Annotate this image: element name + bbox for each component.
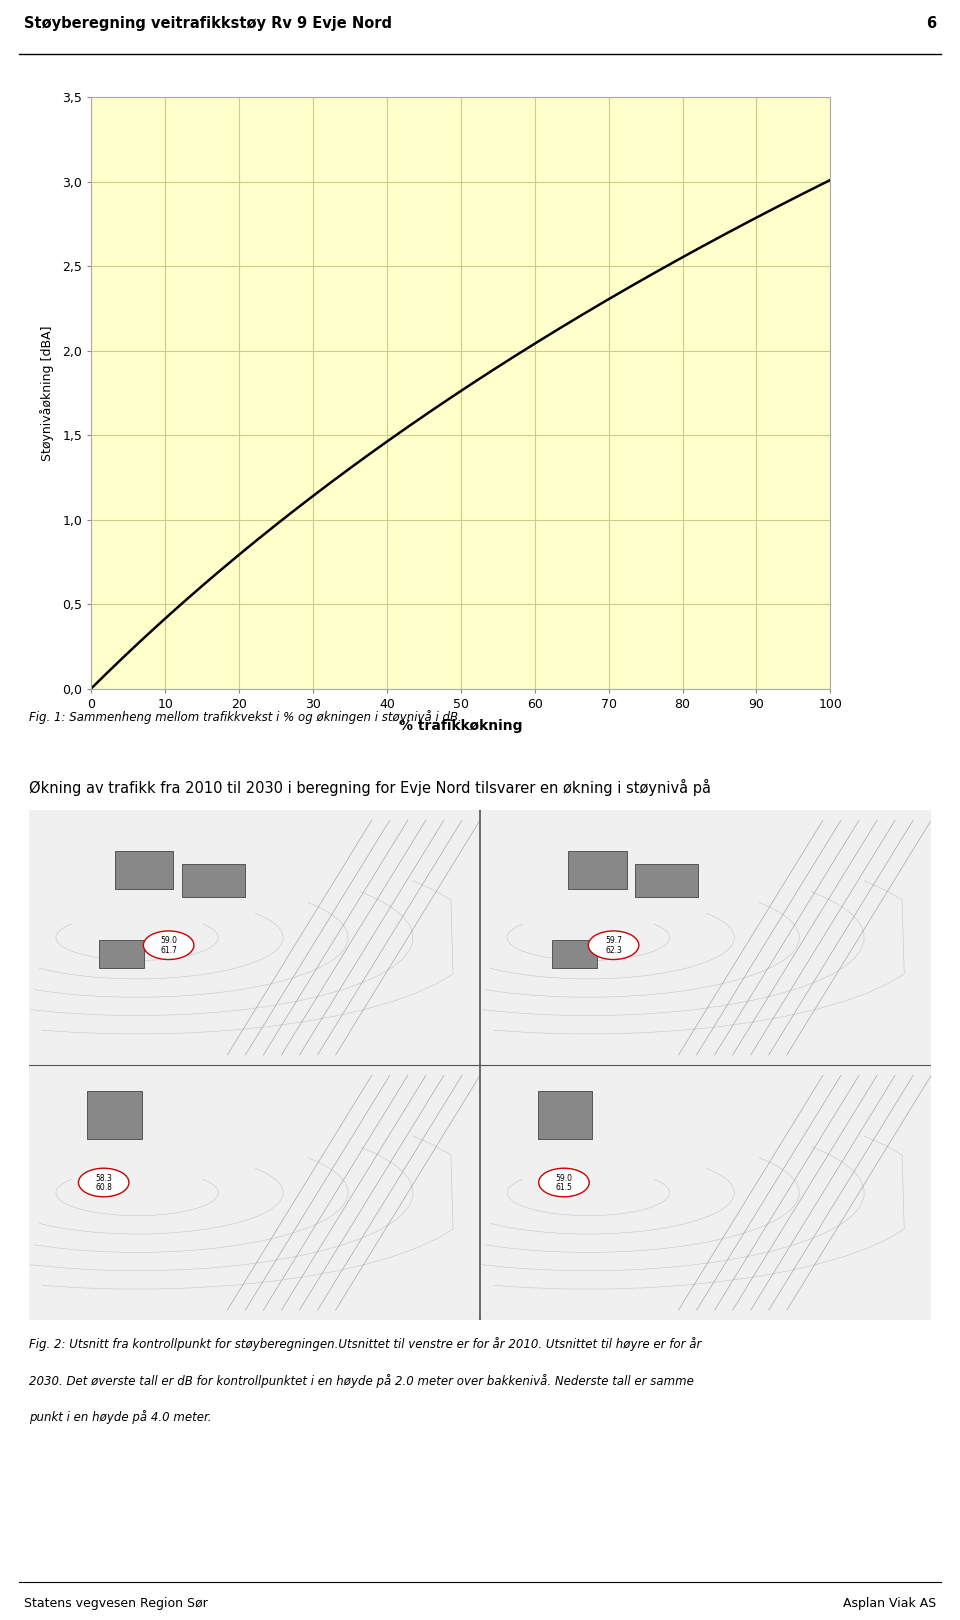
Bar (99, 940, 144, 969)
X-axis label: % trafikkøkning: % trafikkøkning (399, 719, 522, 732)
Circle shape (539, 1168, 589, 1197)
Text: 62.3: 62.3 (605, 946, 622, 954)
Text: Fig. 1: Sammenheng mellom trafikkvekst i % og økningen i støynivå i dB.: Fig. 1: Sammenheng mellom trafikkvekst i… (29, 710, 462, 724)
Text: Fig. 2: Utsnitt fra kontrollpunkt for støyberegningen.Utsnittet til venstre er f: Fig. 2: Utsnitt fra kontrollpunkt for st… (29, 1338, 701, 1351)
Text: 6: 6 (925, 16, 936, 31)
Bar (87, 1090, 142, 1139)
Circle shape (143, 931, 194, 959)
Bar (636, 863, 698, 897)
Text: 59.7: 59.7 (605, 936, 622, 946)
Bar (538, 1090, 592, 1139)
Circle shape (588, 931, 638, 959)
Text: Støyberegning veitrafikkstøy Rv 9 Evje Nord: Støyberegning veitrafikkstøy Rv 9 Evje N… (24, 16, 392, 31)
Text: 2030. Det øverste tall er dB for kontrollpunktet i en høyde på 2.0 meter over ba: 2030. Det øverste tall er dB for kontrol… (29, 1374, 694, 1388)
Bar (568, 850, 627, 889)
Text: 61.5: 61.5 (556, 1183, 572, 1192)
Text: 59.0: 59.0 (556, 1174, 572, 1183)
Text: Statens vegvesen Region Sør: Statens vegvesen Region Sør (24, 1597, 207, 1610)
Text: 60.8: 60.8 (95, 1183, 112, 1192)
Circle shape (79, 1168, 129, 1197)
Text: 59.0: 59.0 (160, 936, 178, 946)
Y-axis label: Støynivåøkning [dBA]: Støynivåøkning [dBA] (40, 326, 54, 460)
Text: ca. 0,8 dB, som leses av ved ca. 22% trafikkøkning. Dette stemmer også med uttak: ca. 0,8 dB, som leses av ved ca. 22% tra… (29, 831, 666, 849)
Text: beregnet dB i tilfeldige kontrollpunkt for dette prosjektet, selv om beregnede v: beregnet dB i tilfeldige kontrollpunkt f… (29, 886, 696, 901)
Text: punkt i en høyde på 4.0 meter.: punkt i en høyde på 4.0 meter. (29, 1409, 211, 1424)
Text: 61.7: 61.7 (160, 946, 177, 954)
Bar (182, 863, 246, 897)
Bar (552, 940, 597, 969)
Bar (114, 850, 173, 889)
Text: 58.3: 58.3 (95, 1174, 112, 1183)
Bar (481, 810, 931, 1320)
Text: lavere her enn den generelle grafiske fremstillingen.: lavere her enn den generelle grafiske fr… (29, 938, 415, 953)
Text: Økning av trafikk fra 2010 til 2030 i beregning for Evje Nord tilsvarer en øknin: Økning av trafikk fra 2010 til 2030 i be… (29, 779, 710, 797)
Bar (29, 810, 479, 1320)
Text: Asplan Viak AS: Asplan Viak AS (843, 1597, 936, 1610)
